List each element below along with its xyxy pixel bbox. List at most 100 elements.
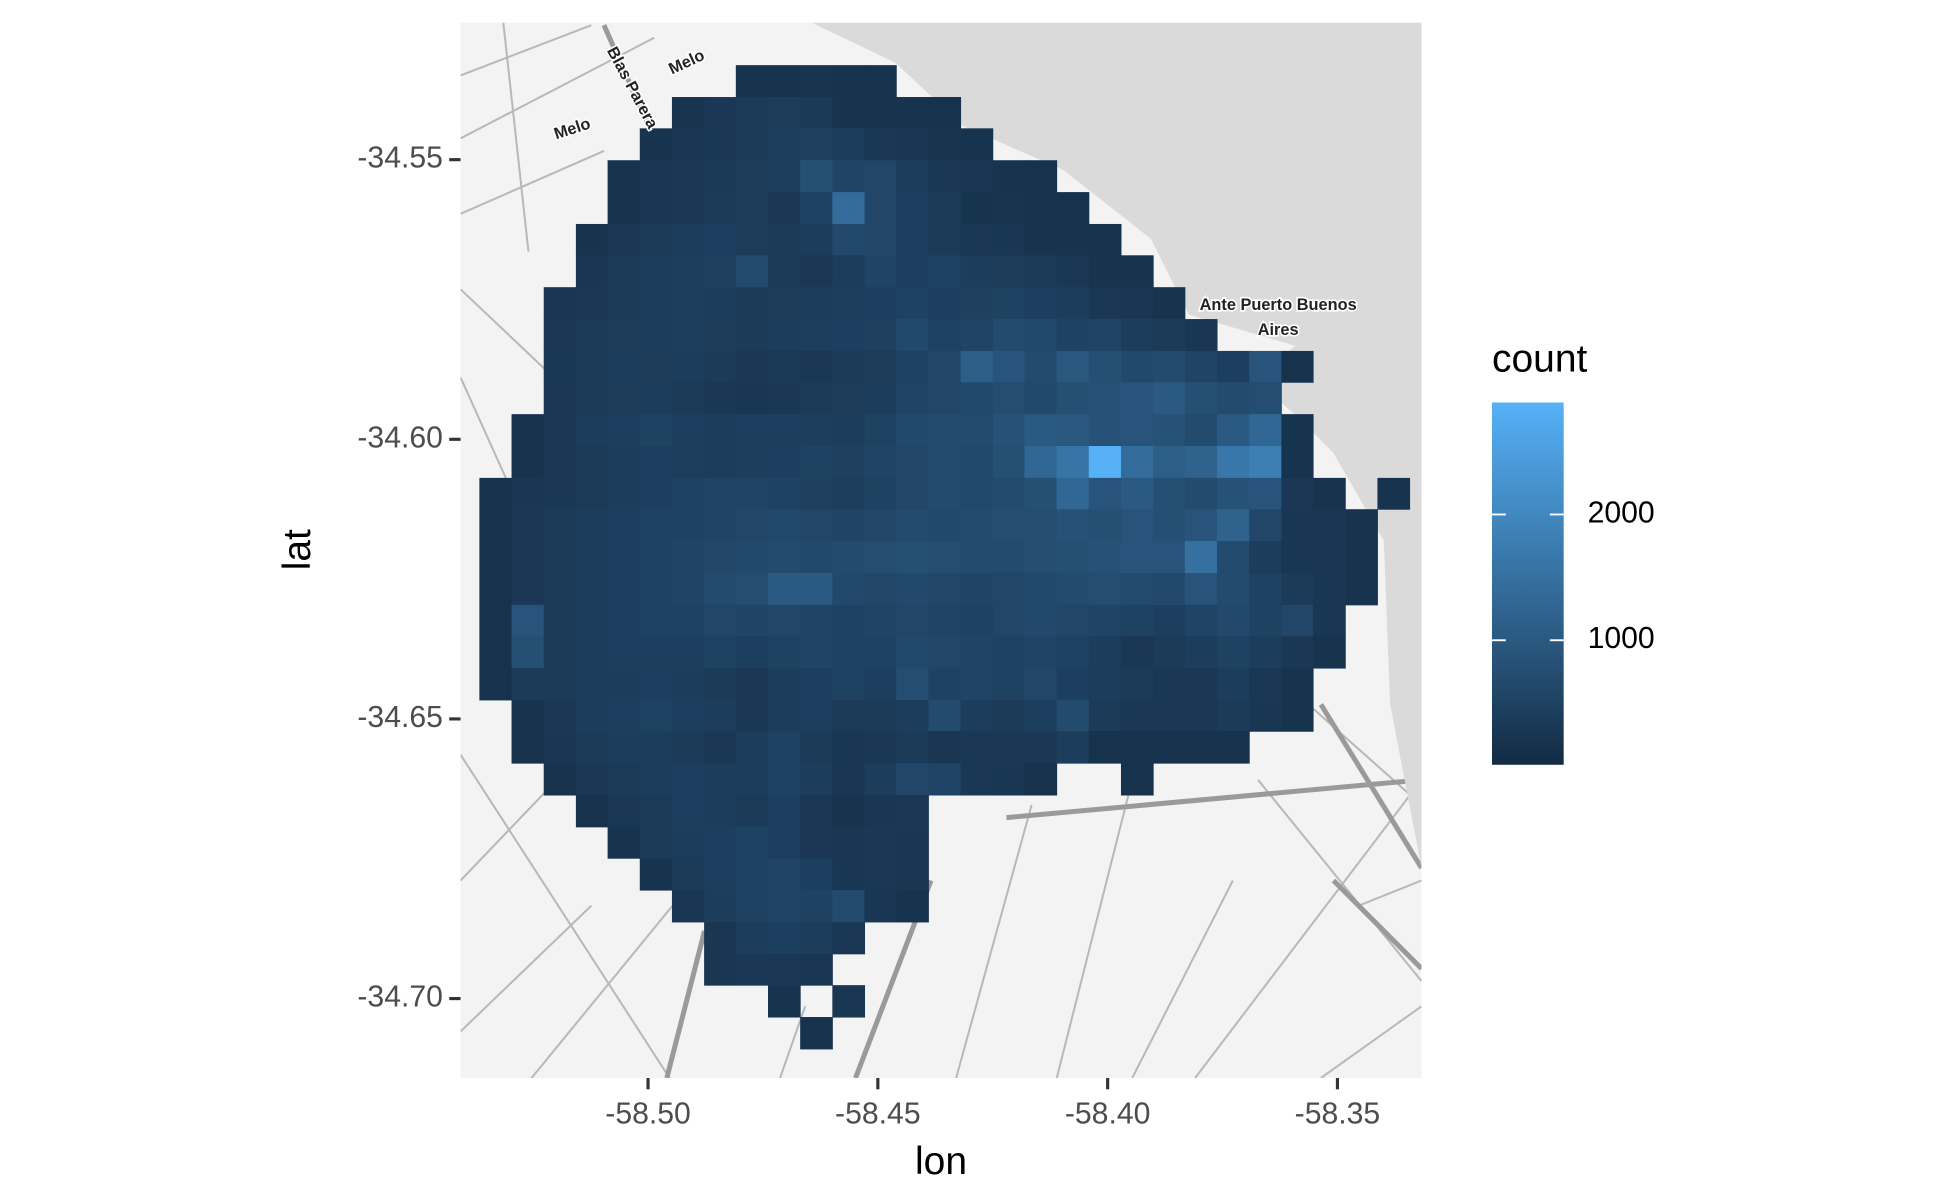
- heatmap-cell: [1249, 414, 1282, 447]
- heatmap-cell: [1217, 604, 1250, 637]
- heatmap-cell: [832, 763, 866, 796]
- map-water: [811, 22, 1422, 868]
- heatmap-cell: [704, 636, 737, 669]
- heatmap-cell: [575, 350, 609, 383]
- heatmap-cell: [639, 255, 673, 288]
- heatmap-cell: [1120, 604, 1154, 637]
- heatmap-cell: [704, 319, 737, 352]
- heatmap-cell: [671, 287, 705, 320]
- x-axis-title: lon: [915, 1140, 967, 1183]
- heatmap-cell: [639, 731, 673, 764]
- heatmap-cell: [800, 699, 833, 732]
- heatmap-cell: [928, 382, 962, 415]
- heatmap-cell: [1056, 699, 1090, 732]
- heatmap-cell: [832, 350, 866, 383]
- heatmap-cell: [735, 604, 769, 637]
- heatmap-cell: [543, 604, 577, 637]
- heatmap-cell: [1184, 509, 1218, 542]
- heatmap-cell: [768, 731, 801, 764]
- heatmap-cell: [1120, 414, 1154, 447]
- heatmap-cell: [928, 160, 962, 193]
- heatmap-cell: [1088, 223, 1122, 256]
- legend-colorbar: [1491, 402, 1564, 765]
- heatmap-cell: [1345, 509, 1378, 542]
- heatmap-cell: [1377, 477, 1411, 510]
- heatmap-cell: [1184, 541, 1218, 574]
- heatmap-cell: [735, 192, 769, 225]
- heatmap-cell: [735, 128, 769, 161]
- heatmap-cell: [896, 160, 929, 193]
- heatmap-cell: [671, 255, 705, 288]
- heatmap-cell: [704, 509, 737, 542]
- heatmap-cell: [1281, 509, 1314, 542]
- heatmap-cell: [575, 446, 609, 479]
- heatmap-cell: [1281, 350, 1314, 383]
- heatmap-cell: [864, 668, 897, 701]
- heatmap-cell: [671, 826, 705, 859]
- heatmap-cell: [607, 287, 641, 320]
- heatmap-cell: [832, 890, 866, 923]
- heatmap-cell: [864, 319, 897, 352]
- heatmap-cell: [1120, 509, 1154, 542]
- heatmap-cell: [768, 382, 801, 415]
- heatmap-cell: [832, 223, 866, 256]
- heatmap-cell: [928, 604, 962, 637]
- heatmap-cell: [768, 319, 801, 352]
- heatmap-cell: [960, 223, 994, 256]
- heatmap-cell: [1153, 604, 1186, 637]
- heatmap-cell: [992, 350, 1025, 383]
- heatmap-cell: [543, 287, 577, 320]
- heatmap-cell: [800, 572, 833, 606]
- heatmap-cell: [896, 414, 929, 447]
- heatmap-cell: [1184, 382, 1218, 415]
- heatmap-cell: [1184, 414, 1218, 447]
- heatmap-cell: [768, 921, 801, 955]
- heatmap-cell: [1153, 287, 1186, 320]
- heatmap-cell: [896, 287, 929, 320]
- heatmap-cell: [832, 636, 866, 669]
- y-tick-label: -34.60: [357, 421, 443, 454]
- heatmap-cell: [1217, 414, 1250, 447]
- heatmap-cell: [1184, 350, 1218, 383]
- heatmap-cell: [1056, 414, 1090, 447]
- heatmap-cell: [735, 255, 769, 288]
- heatmap-cell: [575, 509, 609, 542]
- heatmap-cell: [864, 858, 897, 891]
- heatmap-cell: [704, 446, 737, 479]
- heatmap-cell: [864, 65, 897, 98]
- heatmap-cell: [704, 350, 737, 383]
- heatmap-cell: [928, 414, 962, 447]
- heatmap-cell: [511, 572, 545, 606]
- heatmap-cell: [704, 604, 737, 637]
- heatmap-cell: [864, 636, 897, 669]
- heatmap-cell: [607, 636, 641, 669]
- heatmap-cell: [928, 477, 962, 510]
- heatmap-cell: [832, 699, 866, 732]
- heatmap-cell: [1088, 287, 1122, 320]
- heatmap-cell: [704, 223, 737, 256]
- heatmap-cell: [607, 826, 641, 859]
- heatmap-cell: [768, 541, 801, 574]
- heatmap-cell: [896, 731, 929, 764]
- heatmap-cell: [671, 858, 705, 891]
- heatmap-cell: [575, 477, 609, 510]
- heatmap-cell: [735, 446, 769, 479]
- heatmap-cell: [928, 699, 962, 732]
- heatmap-cell: [1024, 319, 1058, 352]
- heatmap-cell: [960, 350, 994, 383]
- heatmap-cell: [768, 890, 801, 923]
- heatmap-cell: [768, 699, 801, 732]
- heatmap-cell: [1120, 668, 1154, 701]
- heatmap-cell: [639, 319, 673, 352]
- heatmap-cell: [992, 636, 1025, 669]
- heatmap-cell: [896, 382, 929, 415]
- heatmap-cell: [607, 509, 641, 542]
- heatmap-cell: [896, 97, 929, 129]
- heatmap-cell: [639, 636, 673, 669]
- heatmap-cell: [1184, 731, 1218, 764]
- heatmap-cell: [864, 509, 897, 542]
- map-label: Aires: [1258, 321, 1299, 339]
- heatmap-cell: [704, 731, 737, 764]
- heatmap-cell: [1056, 541, 1090, 574]
